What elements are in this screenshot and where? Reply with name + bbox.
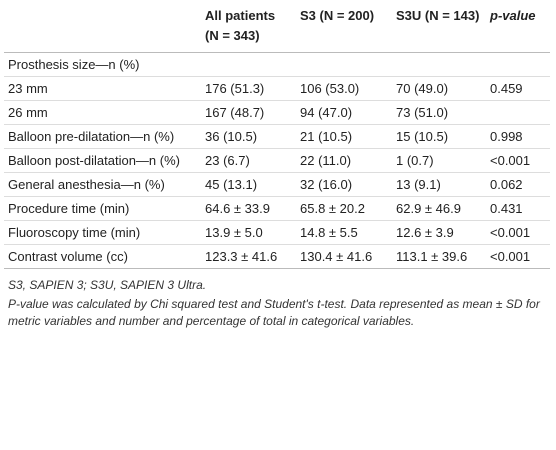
table-row: Procedure time (min) 64.6 ± 33.9 65.8 ± 20… xyxy=(4,196,550,221)
table-row: General anesthesia—n (%) 45 (13.1) 32 (16.… xyxy=(4,172,550,197)
column-header: p-value xyxy=(486,4,550,53)
content: All patients (N = 343) S3 (N = 200) S3U (N… xyxy=(4,4,550,330)
cell: 14.8 ± 5.5 xyxy=(296,220,392,245)
cell: 106 (53.0) xyxy=(296,76,392,101)
table-row: 23 mm 176 (51.3) 106 (53.0) 70 (49.0) 0.459 xyxy=(4,76,550,101)
cell: <0.001 xyxy=(486,220,550,245)
cell: 36 (10.5) xyxy=(201,124,296,149)
cell: 0.431 xyxy=(486,196,550,221)
cell: 15 (10.5) xyxy=(392,124,486,149)
cell xyxy=(201,52,296,77)
cell: 176 (51.3) xyxy=(201,76,296,101)
row-label: Fluoroscopy time (min) xyxy=(4,220,201,245)
cell: 62.9 ± 46.9 xyxy=(392,196,486,221)
row-label: Procedure time (min) xyxy=(4,196,201,221)
row-label: 26 mm xyxy=(4,100,201,125)
table-body: Prosthesis size—n (%) 23 mm 176 (51.3) 106 … xyxy=(4,52,550,269)
cell: 113.1 ± 39.6 xyxy=(392,244,486,269)
cell: 23 (6.7) xyxy=(201,148,296,173)
table-row: Prosthesis size—n (%) xyxy=(4,52,550,77)
row-label: General anesthesia—n (%) xyxy=(4,172,201,197)
row-label: 23 mm xyxy=(4,76,201,101)
cell: 22 (11.0) xyxy=(296,148,392,173)
cell: 70 (49.0) xyxy=(392,76,486,101)
column-header: All patients (N = 343) xyxy=(201,4,296,53)
cell: 73 (51.0) xyxy=(392,100,486,125)
cell: 65.8 ± 20.2 xyxy=(296,196,392,221)
cell: 130.4 ± 41.6 xyxy=(296,244,392,269)
cell: 12.6 ± 3.9 xyxy=(392,220,486,245)
cell: 0.459 xyxy=(486,76,550,101)
table-row: Contrast volume (cc) 123.3 ± 41.6 130.4 ± … xyxy=(4,244,550,269)
cell: 1 (0.7) xyxy=(392,148,486,173)
cell: 45 (13.1) xyxy=(201,172,296,197)
cell: 0.062 xyxy=(486,172,550,197)
row-label: Balloon post-dilatation—n (%) xyxy=(4,148,201,173)
cell: 64.6 ± 33.9 xyxy=(201,196,296,221)
header-row: All patients (N = 343) S3 (N = 200) S3U (N… xyxy=(4,4,550,53)
cell xyxy=(392,52,486,77)
table-row: Fluoroscopy time (min) 13.9 ± 5.0 14.8 ± 5… xyxy=(4,220,550,245)
row-label: Prosthesis size—n (%) xyxy=(4,52,201,77)
cell: 32 (16.0) xyxy=(296,172,392,197)
cell: 94 (47.0) xyxy=(296,100,392,125)
data-table: All patients (N = 343) S3 (N = 200) S3U (N… xyxy=(4,4,550,269)
footnote: S3, SAPIEN 3; S3U, SAPIEN 3 Ultra. xyxy=(8,278,207,292)
cell: 13.9 ± 5.0 xyxy=(201,220,296,245)
cell: 0.998 xyxy=(486,124,550,149)
row-label: Balloon pre-dilatation—n (%) xyxy=(4,124,201,149)
cell: 167 (48.7) xyxy=(201,100,296,125)
row-label: Contrast volume (cc) xyxy=(4,244,201,269)
cell: 123.3 ± 41.6 xyxy=(201,244,296,269)
table-row: Balloon post-dilatation—n (%) 23 (6.7) 22 … xyxy=(4,148,550,173)
footnotes: S3, SAPIEN 3; S3U, SAPIEN 3 Ultra. P-valu… xyxy=(8,277,548,330)
cell: 21 (10.5) xyxy=(296,124,392,149)
column-header: S3U (N = 143) xyxy=(392,4,486,53)
cell xyxy=(486,100,550,125)
column-header: S3 (N = 200) xyxy=(296,4,392,53)
table-row: Balloon pre-dilatation—n (%) 36 (10.5) 21 … xyxy=(4,124,550,149)
cell: <0.001 xyxy=(486,244,550,269)
column-header xyxy=(4,4,201,53)
cell: 13 (9.1) xyxy=(392,172,486,197)
table-row: 26 mm 167 (48.7) 94 (47.0) 73 (51.0) xyxy=(4,100,550,125)
cell xyxy=(296,52,392,77)
footnote: P-value was calculated by Chi squared te… xyxy=(8,297,540,328)
cell: <0.001 xyxy=(486,148,550,173)
cell xyxy=(486,52,550,77)
